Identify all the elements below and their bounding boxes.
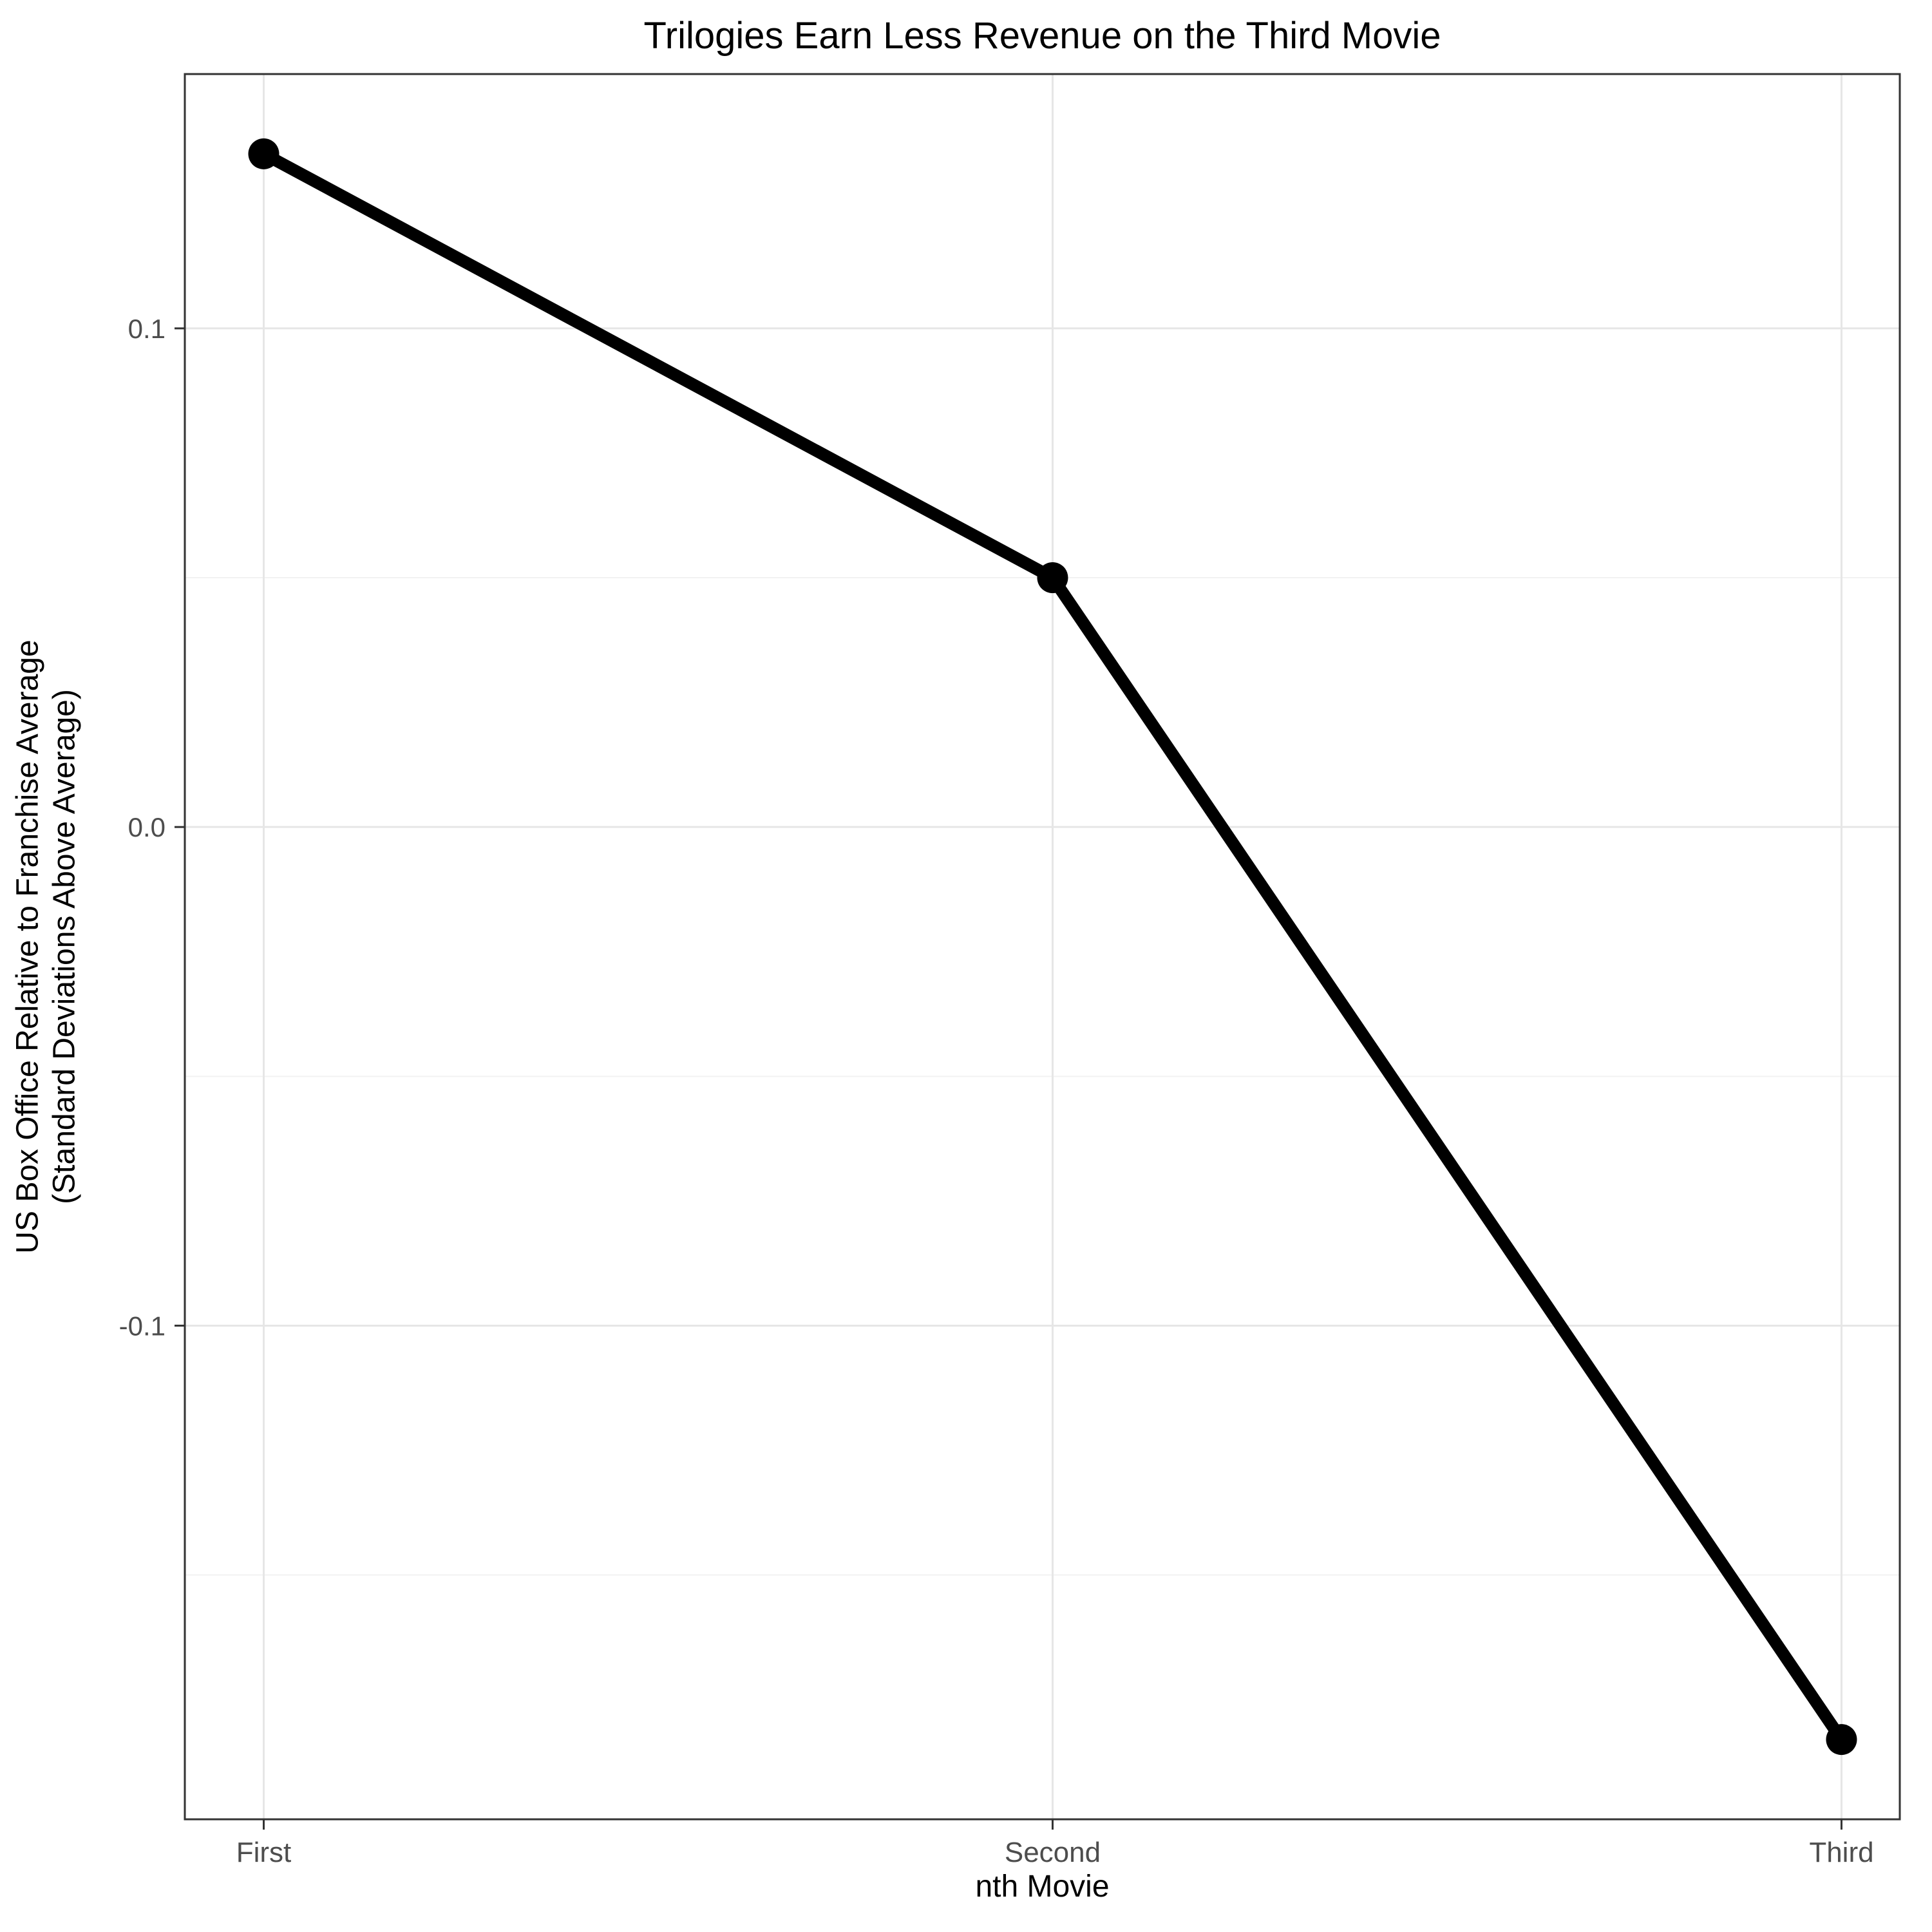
x-axis-label: nth Movie (975, 1870, 1110, 1904)
panel-border (184, 73, 1901, 1821)
x-tick-label: Second (1005, 1837, 1101, 1868)
y-tick-label: 0.0 (128, 812, 166, 842)
plot-panel (185, 74, 1900, 1819)
y-tick-label: 0.1 (128, 314, 166, 344)
y-tick-label: -0.1 (119, 1311, 166, 1341)
data-point (248, 138, 279, 169)
x-tick-label: Third (1809, 1837, 1873, 1868)
x-tick-label: First (236, 1837, 292, 1868)
data-point (1826, 1724, 1857, 1756)
chart-title: Trilogies Earn Less Revenue on the Third… (643, 15, 1441, 57)
data-point (1037, 562, 1068, 594)
